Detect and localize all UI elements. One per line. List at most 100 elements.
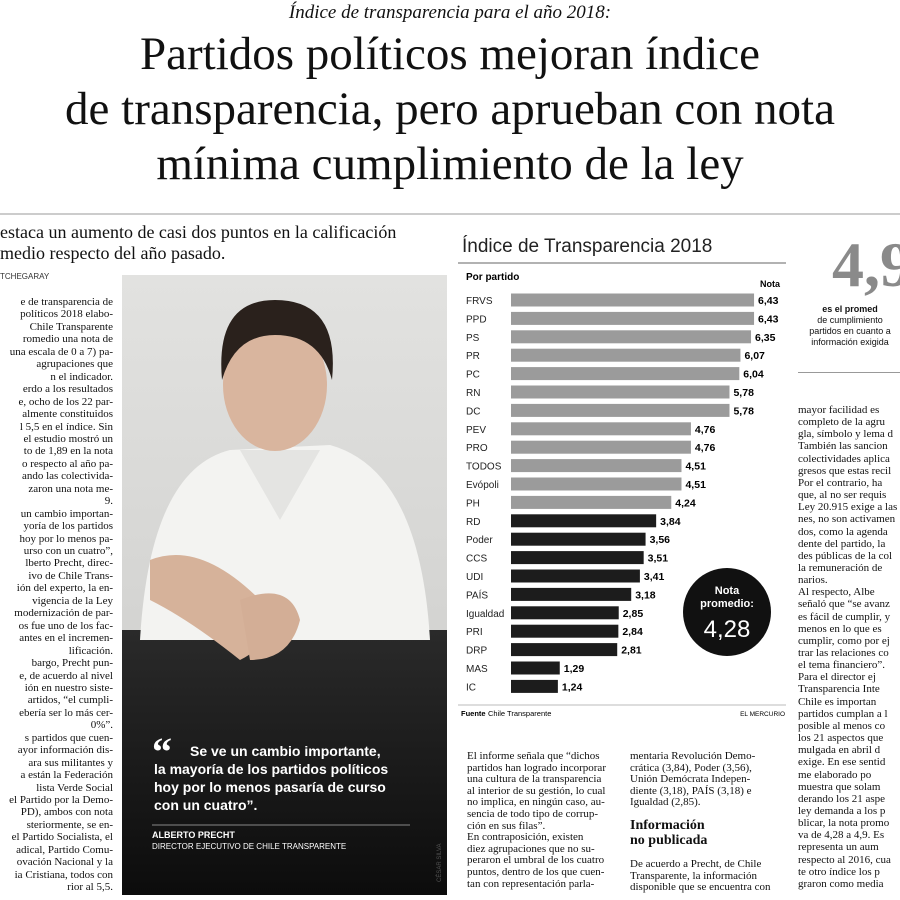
quote-line: hoy por lo menos pasaría de curso	[154, 779, 386, 795]
bar	[511, 459, 682, 473]
text-line: ivo de Chile Trans-	[28, 569, 113, 582]
text-line: l 5,5 en el índice. Sin	[19, 420, 113, 433]
quote-line: la mayoría de los partidos políticos	[154, 761, 389, 777]
text-line: los 21 aspectos que	[798, 732, 884, 745]
middle-column-left: El informe señala que “dichos partidos ha…	[467, 750, 625, 900]
quote-line: con un cuatro”.	[154, 797, 258, 813]
sidebar-figure: 4,9	[832, 229, 900, 300]
text-line: En contraposición, existen	[467, 831, 584, 844]
text-line: peraron el umbral de los cuatro	[467, 854, 605, 867]
text-line: Para el director ej	[798, 671, 876, 684]
text-line: 0%”.	[90, 719, 113, 732]
text-line: al interior de su gestión, lo cual	[467, 784, 606, 797]
text-line: lberto Precht, direc-	[25, 557, 113, 570]
bar	[511, 385, 730, 399]
text-line: nes, no son activamen	[798, 513, 896, 526]
headline-line: de transparencia, pero aprueban con nota	[65, 83, 835, 135]
bar	[511, 440, 691, 454]
text-line: no implica, en ningún caso, au-	[467, 796, 605, 809]
category-label: PRI	[466, 627, 483, 638]
category-label: RD	[466, 517, 480, 528]
section-heading: Información	[630, 818, 705, 833]
bar	[511, 367, 740, 381]
bar	[511, 495, 672, 509]
quote-line: Se ve un cambio importante,	[190, 743, 381, 759]
text-line: ción en sus filas”.	[467, 819, 546, 832]
text-line: derando los 21 aspe	[798, 792, 886, 805]
text-line: trar las relaciones co	[798, 647, 889, 659]
text-line: es el promed	[822, 304, 878, 314]
text-line: disponible que se encuentra con	[630, 881, 771, 894]
quote-name: ALBERTO PRECHT	[152, 830, 235, 840]
category-label: Igualdad	[466, 609, 504, 620]
bar	[511, 661, 560, 675]
category-label: PH	[466, 498, 480, 509]
category-label: Evópoli	[466, 480, 499, 491]
text-line: posible al menos co	[798, 719, 886, 732]
text-line: adical, Partido Comu-	[16, 843, 113, 856]
value-label: 3,41	[644, 571, 665, 583]
text-line: PD), ambos con nota	[20, 806, 113, 819]
text-line: des públicas de la col	[798, 549, 893, 562]
bar	[511, 514, 657, 528]
category-label: PPD	[466, 314, 487, 325]
text-line: el estudio mostró un	[23, 432, 113, 445]
text-line: es fácil de cumplir, y	[798, 610, 891, 623]
publisher: EL MERCURIO	[740, 711, 785, 718]
chart-subtitle: Por partido	[466, 272, 519, 283]
value-label: 5,78	[733, 405, 754, 417]
text-line: narios.	[798, 574, 828, 587]
text-line: ión en nuestro siste-	[24, 681, 113, 694]
text-line: ión del experto, la en-	[16, 582, 113, 595]
text-line: menos en lo que es	[798, 622, 882, 635]
headline-line: Partidos políticos mejoran índice	[139, 28, 761, 80]
text-line: partidos cumplan a l	[798, 707, 888, 720]
category-label: RN	[466, 388, 480, 399]
text-line: respecto al 2016, cua	[798, 853, 891, 866]
bar	[511, 551, 644, 565]
value-label: 1,24	[562, 681, 583, 693]
text-line: e de transparencia de	[20, 296, 113, 308]
middle-column-right: mentaria Revolución Demo-crática (3,84),…	[630, 750, 788, 900]
value-label: 1,29	[564, 663, 585, 675]
text-line: s partidos que cuen-	[24, 731, 113, 744]
text-line: mentaria Revolución Demo-	[630, 750, 756, 762]
category-label: UDI	[466, 572, 483, 583]
bar	[511, 532, 646, 546]
text-line: n el indicador.	[50, 370, 113, 383]
category-label: DC	[466, 406, 480, 417]
value-label: 2,84	[622, 626, 643, 638]
value-label: 3,51	[648, 553, 669, 565]
text-line: rior al 5,5.	[67, 881, 113, 894]
kicker: Índice de transparencia para el año 2018…	[288, 2, 612, 23]
text-line: exige. En ese sentid	[798, 756, 886, 769]
average-value: 4,28	[704, 616, 751, 643]
quote-role: DIRECTOR EJECUTIVO DE CHILE TRANSPARENTE	[152, 842, 347, 851]
text-line: señaló que “se avanz	[798, 598, 890, 611]
text-line: representa un aum	[798, 841, 879, 854]
text-line: os fue uno de los fac-	[18, 619, 113, 632]
quote-mark: “	[152, 729, 172, 774]
text-line: bargo, Precht pun-	[31, 657, 113, 670]
text-line: ia Cristiana, todos con	[14, 868, 113, 881]
text-line: información exigida	[811, 337, 889, 347]
text-line: lificación.	[68, 644, 113, 657]
text-line: la remuneración de	[798, 561, 883, 574]
text-line: puntos, dentro de los que cuen-	[467, 866, 605, 878]
text-line: e, ocho de los 22 par-	[18, 395, 113, 408]
text-line: romedio una nota de	[22, 333, 113, 346]
text-line: De acuerdo a Precht, de Chile	[630, 858, 762, 870]
value-label: 5,78	[733, 387, 754, 399]
value-label: 2,81	[621, 645, 642, 657]
text-line: yoría de los partidos	[23, 520, 113, 533]
text-line: Ley 20.915 exige a las	[798, 501, 898, 514]
value-label: 6,07	[744, 350, 765, 362]
text-line: El informe señala que “dichos	[467, 750, 600, 762]
headline-line: mínima cumplimiento de la ley	[156, 138, 744, 190]
text-line: colectividades aplica	[798, 452, 890, 465]
value-label: 3,84	[660, 516, 681, 528]
text-line: Por el contrario, ha	[798, 476, 883, 489]
text-line: un cambio importan-	[20, 507, 113, 520]
